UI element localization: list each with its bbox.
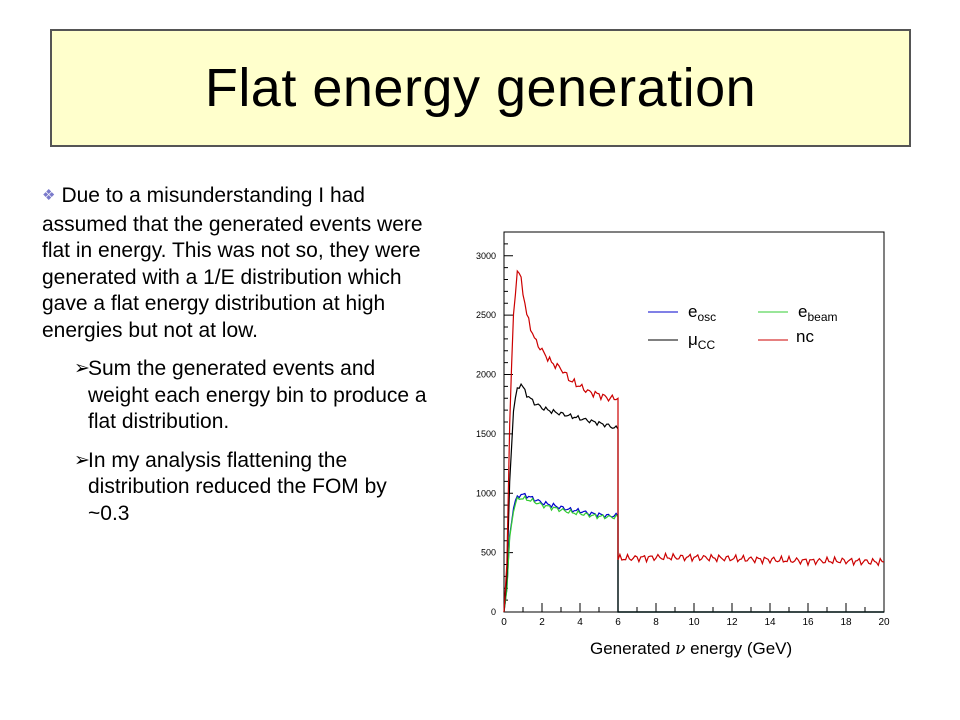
title-box: Flat energy generation <box>50 29 911 147</box>
x-tick-label: 0 <box>501 617 507 628</box>
legend-label-e-beam: ebeam <box>798 302 838 324</box>
series-line-e-beam <box>503 494 884 613</box>
main-bullet: ❖ Due to a misunderstanding I had assumed… <box>42 183 432 344</box>
x-tick-label: 4 <box>577 617 583 628</box>
x-tick-label: 6 <box>615 617 621 628</box>
y-tick-label: 3000 <box>476 251 496 261</box>
x-tick-label: 14 <box>764 617 776 628</box>
energy-histogram-chart: 0 2 4 6 8 10 12 14 16 18 20 0 500 1000 1500 2000 2500 300… <box>476 231 890 659</box>
x-tick-label: 8 <box>653 617 659 628</box>
y-tick-label: 1000 <box>476 488 496 498</box>
series-line-e-osc <box>503 492 884 613</box>
x-tick-label: 20 <box>878 617 890 628</box>
x-tick-label: 12 <box>726 617 738 628</box>
plot-frame <box>503 231 885 613</box>
y-tick-label: 0 <box>491 607 496 617</box>
sub-bullet-2: ➢ In my analysis flattening the distribut… <box>74 448 432 528</box>
legend-label-mu-cc: μCC <box>688 330 715 352</box>
series-line-nc <box>503 269 885 613</box>
arrow-bullet-icon: ➢ <box>74 358 90 379</box>
arrow-bullet-icon: ➢ <box>74 449 90 471</box>
x-axis-label: Generated ν energy (GeV) <box>590 639 792 659</box>
y-tick-label: 500 <box>481 548 496 558</box>
legend-label-nc: nc <box>796 327 814 346</box>
legend-label-e-osc: eosc <box>688 302 716 324</box>
y-tick-label: 2500 <box>476 310 496 320</box>
x-tick-label: 18 <box>840 617 852 628</box>
sub-bullet-2-text: In my analysis flattening the distributi… <box>88 448 387 525</box>
x-tick-label: 10 <box>688 617 700 628</box>
x-tick-label: 2 <box>539 617 545 628</box>
sub-bullet-1: ➢ Sum the generated events and weight eac… <box>74 356 432 436</box>
series-line-mu-cc <box>503 382 884 613</box>
y-tick-label: 1500 <box>476 429 496 439</box>
sub-bullet-1-text: Sum the generated events and weight each… <box>88 357 427 433</box>
y-tick-label: 2000 <box>476 370 496 380</box>
bullet-list: ❖ Due to a misunderstanding I had assumed… <box>42 183 432 527</box>
slide-title: Flat energy generation <box>204 58 757 118</box>
x-tick-label: 16 <box>802 617 814 628</box>
diamond-bullet-icon: ❖ <box>42 187 56 204</box>
main-bullet-text: Due to a misunderstanding I had assumed … <box>42 184 423 342</box>
